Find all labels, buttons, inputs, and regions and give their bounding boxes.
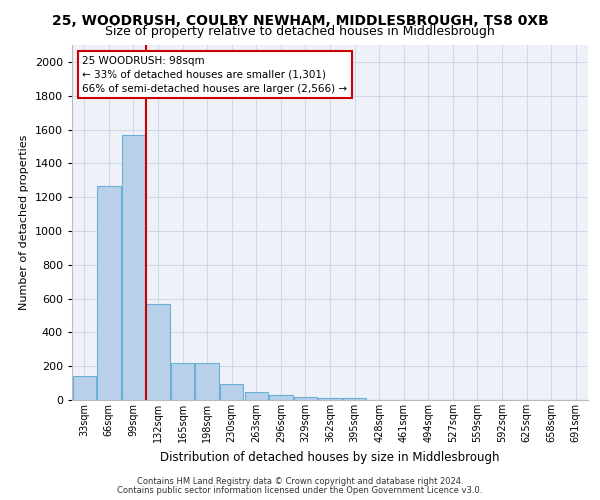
X-axis label: Distribution of detached houses by size in Middlesbrough: Distribution of detached houses by size … [160, 450, 500, 464]
Bar [343, 398, 366, 400]
Bar [269, 395, 293, 400]
Bar [294, 398, 317, 400]
Bar [196, 363, 219, 400]
Bar [319, 398, 341, 400]
Bar [245, 392, 268, 400]
Bar [171, 363, 194, 400]
Text: Size of property relative to detached houses in Middlesbrough: Size of property relative to detached ho… [105, 25, 495, 38]
Y-axis label: Number of detached properties: Number of detached properties [19, 135, 29, 310]
Text: Contains HM Land Registry data © Crown copyright and database right 2024.: Contains HM Land Registry data © Crown c… [137, 477, 463, 486]
Bar [146, 304, 170, 400]
Bar [97, 186, 121, 400]
Text: Contains public sector information licensed under the Open Government Licence v3: Contains public sector information licen… [118, 486, 482, 495]
Bar [220, 384, 244, 400]
Bar [122, 134, 145, 400]
Text: 25 WOODRUSH: 98sqm
← 33% of detached houses are smaller (1,301)
66% of semi-deta: 25 WOODRUSH: 98sqm ← 33% of detached hou… [82, 56, 347, 94]
Bar [73, 376, 96, 400]
Text: 25, WOODRUSH, COULBY NEWHAM, MIDDLESBROUGH, TS8 0XB: 25, WOODRUSH, COULBY NEWHAM, MIDDLESBROU… [52, 14, 548, 28]
